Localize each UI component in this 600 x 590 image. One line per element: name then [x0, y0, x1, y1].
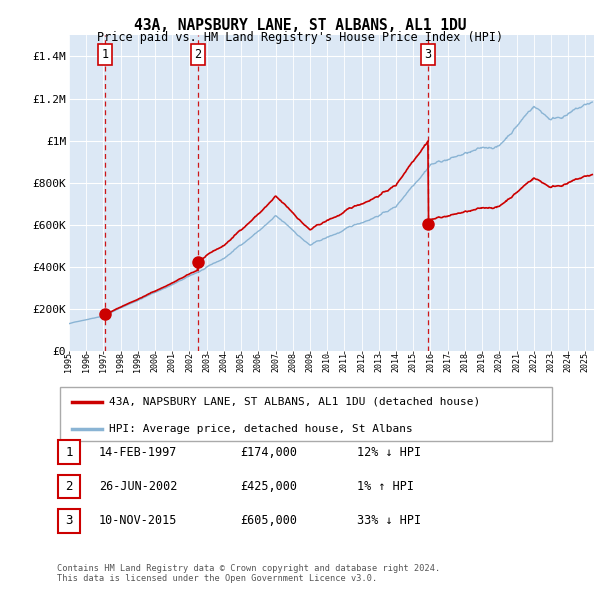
Text: 1999: 1999 [133, 352, 142, 372]
Text: £605,000: £605,000 [240, 514, 297, 527]
Text: 2020: 2020 [495, 352, 504, 372]
FancyBboxPatch shape [58, 474, 80, 499]
Text: 10-NOV-2015: 10-NOV-2015 [99, 514, 178, 527]
Text: 1: 1 [65, 446, 73, 459]
Text: 2010: 2010 [323, 352, 332, 372]
Text: 2021: 2021 [512, 352, 521, 372]
Text: 2018: 2018 [460, 352, 469, 372]
Text: 2003: 2003 [202, 352, 211, 372]
Text: Contains HM Land Registry data © Crown copyright and database right 2024.
This d: Contains HM Land Registry data © Crown c… [57, 563, 440, 583]
Text: HPI: Average price, detached house, St Albans: HPI: Average price, detached house, St A… [109, 424, 413, 434]
Text: 2024: 2024 [563, 352, 572, 372]
Text: 3: 3 [425, 48, 431, 61]
Text: 1: 1 [102, 48, 109, 61]
Text: 43A, NAPSBURY LANE, ST ALBANS, AL1 1DU: 43A, NAPSBURY LANE, ST ALBANS, AL1 1DU [134, 18, 466, 33]
Text: 2011: 2011 [340, 352, 349, 372]
Text: 2022: 2022 [529, 352, 538, 372]
Text: 2007: 2007 [271, 352, 280, 372]
Text: 2014: 2014 [392, 352, 401, 372]
Text: 2009: 2009 [305, 352, 314, 372]
Text: 2015: 2015 [409, 352, 418, 372]
Text: 2: 2 [194, 48, 202, 61]
Text: 1996: 1996 [82, 352, 91, 372]
FancyBboxPatch shape [58, 509, 80, 533]
Text: 2017: 2017 [443, 352, 452, 372]
Text: 12% ↓ HPI: 12% ↓ HPI [357, 446, 421, 459]
Text: 2019: 2019 [478, 352, 487, 372]
Text: 2000: 2000 [151, 352, 160, 372]
Text: 2002: 2002 [185, 352, 194, 372]
Text: £174,000: £174,000 [240, 446, 297, 459]
Text: 1% ↑ HPI: 1% ↑ HPI [357, 480, 414, 493]
Text: 2005: 2005 [236, 352, 245, 372]
Text: 2016: 2016 [426, 352, 435, 372]
Text: 2008: 2008 [288, 352, 297, 372]
Text: 2013: 2013 [374, 352, 383, 372]
Text: 1995: 1995 [65, 352, 74, 372]
Text: 2025: 2025 [581, 352, 590, 372]
Text: 33% ↓ HPI: 33% ↓ HPI [357, 514, 421, 527]
Text: 26-JUN-2002: 26-JUN-2002 [99, 480, 178, 493]
Text: £425,000: £425,000 [240, 480, 297, 493]
Text: Price paid vs. HM Land Registry's House Price Index (HPI): Price paid vs. HM Land Registry's House … [97, 31, 503, 44]
Text: 1997: 1997 [99, 352, 108, 372]
Text: 2023: 2023 [547, 352, 556, 372]
Text: 3: 3 [65, 514, 73, 527]
Text: 43A, NAPSBURY LANE, ST ALBANS, AL1 1DU (detached house): 43A, NAPSBURY LANE, ST ALBANS, AL1 1DU (… [109, 396, 481, 407]
Text: 2: 2 [65, 480, 73, 493]
Text: 2012: 2012 [357, 352, 366, 372]
Text: 2001: 2001 [168, 352, 177, 372]
FancyBboxPatch shape [58, 440, 80, 464]
Text: 2006: 2006 [254, 352, 263, 372]
Text: 1998: 1998 [116, 352, 125, 372]
Text: 14-FEB-1997: 14-FEB-1997 [99, 446, 178, 459]
Text: 2004: 2004 [220, 352, 229, 372]
